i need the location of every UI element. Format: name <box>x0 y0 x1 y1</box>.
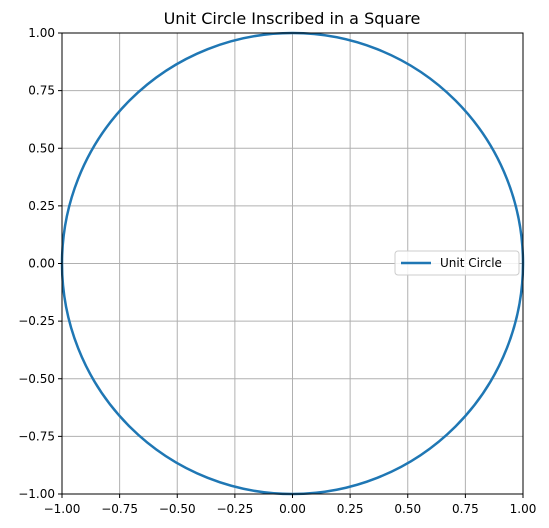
x-tick-label: 0.75 <box>452 502 479 516</box>
y-tick-label: −0.25 <box>18 314 55 328</box>
y-tick-label: −0.75 <box>18 429 55 443</box>
x-tick-label: −0.25 <box>216 502 253 516</box>
y-axis: −1.00 −0.75 −0.50 −0.25 0.00 0.25 0.50 0.75 1.00 <box>18 26 62 501</box>
x-tick-label: −0.50 <box>159 502 196 516</box>
legend-label: Unit Circle <box>440 256 502 270</box>
chart-title: Unit Circle Inscribed in a Square <box>164 9 421 28</box>
y-tick-label: −0.50 <box>18 372 55 386</box>
y-tick-label: 1.00 <box>28 26 55 40</box>
x-tick-label: 0.00 <box>279 502 306 516</box>
legend-box <box>394 250 520 276</box>
x-tick-label: −1.00 <box>44 502 81 516</box>
y-tick-label: −1.00 <box>18 487 55 501</box>
x-tick-label: 0.25 <box>337 502 364 516</box>
x-axis: −1.00 −0.75 −0.50 −0.25 0.00 0.25 0.50 0.75 1.00 <box>44 494 537 516</box>
y-tick-label: 0.00 <box>28 257 55 271</box>
y-tick-label: 0.25 <box>28 199 55 213</box>
y-tick-label: 0.75 <box>28 84 55 98</box>
x-tick-label: −0.75 <box>101 502 138 516</box>
y-tick-label: 0.50 <box>28 141 55 155</box>
legend: Unit Circle <box>394 250 520 276</box>
x-tick-label: 1.00 <box>510 502 537 516</box>
x-tick-label: 0.50 <box>394 502 421 516</box>
